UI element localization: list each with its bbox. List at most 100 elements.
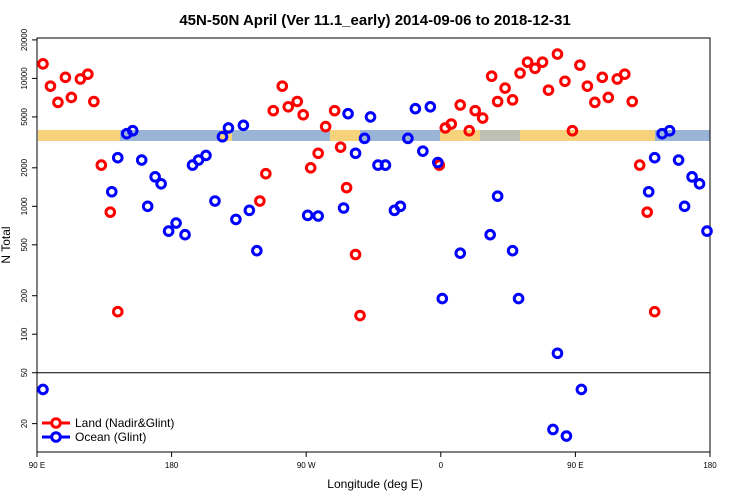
point [179,228,191,241]
point [149,171,161,183]
point [337,202,350,214]
point [618,68,631,80]
point [542,84,555,96]
point [506,244,519,257]
point [364,111,377,123]
point [126,124,139,137]
point [222,122,235,134]
x-tick-label: 90 E [567,461,583,470]
point [251,244,263,257]
point [432,156,444,169]
point [701,225,713,237]
point [141,200,154,213]
legend-marker [50,431,62,443]
point [436,292,449,305]
point [340,181,353,194]
point [559,75,571,88]
point [693,177,706,190]
x-axis-label: Longitude (deg E) [327,477,422,491]
point [476,112,489,124]
point [37,383,49,396]
point [349,248,362,261]
point [551,48,564,60]
point [574,59,586,71]
point [454,99,467,111]
y-tick-label: 200 [20,289,29,303]
point [349,147,362,160]
point [111,305,124,318]
y-tick-label: 1000 [20,197,29,215]
y-tick-label: 20000 [20,28,29,51]
y-tick-label: 10000 [20,67,29,90]
point [648,305,661,318]
point [409,102,422,115]
point [282,100,295,113]
x-tick-label: 180 [703,461,717,470]
point [379,159,392,171]
point [521,56,534,68]
point [589,96,601,109]
y-tick-label: 100 [20,327,29,341]
legend-marker [50,417,62,429]
x-tick-label: 90 E [29,461,45,470]
y-tick-label: 20 [20,419,29,428]
legend-label: Ocean (Glint) [75,430,146,444]
point [44,80,57,92]
point [424,100,437,113]
point [484,228,496,241]
point [328,104,341,117]
point [319,120,332,133]
y-axis-label: N Total [0,226,13,263]
point [506,94,519,106]
point [135,154,148,166]
point [254,195,266,207]
point [454,247,467,259]
point [301,209,314,222]
y-tick-label: 2000 [20,158,29,176]
y-tick-label: 500 [20,238,29,252]
x-tick-label: 180 [165,461,179,470]
point [626,95,639,108]
point [59,71,72,84]
point [581,80,594,92]
point [402,132,414,145]
chart-title: 45N-50N April (Ver 11.1_early) 2014-09-0… [179,12,570,29]
point [104,206,117,218]
point [560,430,573,442]
point [417,145,429,157]
x-tick-label: 0 [439,461,444,470]
point [37,58,49,70]
point [82,68,94,80]
y-tick-label: 5000 [20,107,29,125]
point [641,206,653,218]
point [334,141,347,153]
point [499,82,511,94]
point [65,91,78,104]
point [602,91,615,104]
point [95,159,108,171]
point [162,225,175,237]
point [547,423,559,436]
point [672,154,685,166]
point [111,151,124,164]
point [633,159,646,171]
point [596,71,609,84]
point [678,200,691,213]
point [216,130,229,143]
point [155,177,167,190]
legend-label: Land (Nadir&Glint) [75,416,174,430]
point [445,118,458,130]
point [642,185,655,198]
point [358,132,371,145]
point [485,70,498,83]
point [512,292,525,305]
point [463,124,476,137]
point [686,171,698,183]
point [514,67,526,79]
point [551,347,564,360]
point [88,95,100,108]
point [342,107,354,120]
point [394,200,407,213]
